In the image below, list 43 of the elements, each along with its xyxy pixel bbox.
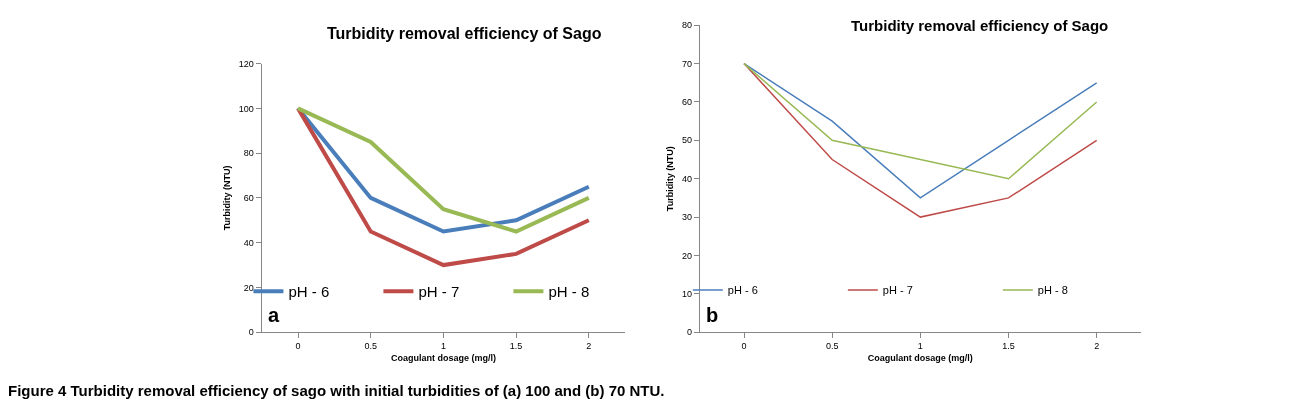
line-series [296, 106, 591, 268]
legend-label: pH - 6 [288, 283, 330, 301]
y-tick-label: 20 [243, 282, 254, 293]
y-tick-label: 80 [682, 20, 693, 31]
x-tick-label: 1 [440, 341, 446, 352]
x-axis-title: Coagulant dosage (mg/l) [867, 352, 973, 363]
y-axis-title: Turbidity (NTU) [665, 146, 676, 212]
chart-title: Turbidity removal efficiency of Sago [851, 17, 1109, 34]
y-tick-label: 60 [243, 193, 254, 204]
y-tick-label: 70 [682, 58, 693, 69]
y-tick-label: 100 [238, 103, 254, 114]
chart-title: Turbidity removal efficiency of Sago [327, 25, 602, 42]
line-series [296, 106, 591, 234]
annotation: b [706, 304, 719, 326]
caption: Figure 4 Turbidity removal efficiency of sago with initial turbidities of (a) 100 and (b) 70 NTU. [8, 382, 665, 399]
x-tick-label: 0.5 [364, 341, 377, 352]
y-tick-label: 20 [682, 250, 693, 261]
y-tick-label: 80 [243, 148, 254, 159]
annotation: a [268, 304, 280, 326]
x-tick-label: 1 [917, 341, 923, 352]
x-tick-label: 1.5 [509, 341, 523, 352]
y-tick-label: 0 [248, 327, 254, 338]
y-tick-label: 120 [238, 58, 254, 69]
legend-label: pH - 6 [727, 284, 758, 297]
legend-label: pH - 7 [882, 284, 913, 297]
x-tick-label: 2 [1094, 341, 1100, 352]
y-tick-label: 40 [243, 237, 254, 248]
y-tick-label: 60 [682, 97, 693, 108]
x-tick-label: 0.5 [825, 341, 839, 352]
y-axis-title: Turbidity (NTU) [222, 165, 233, 231]
x-axis-title: Coagulant dosage (mg/l) [390, 352, 496, 363]
y-tick-label: 40 [682, 173, 693, 184]
y-tick-label: 10 [682, 289, 693, 300]
x-tick-label: 2 [586, 341, 592, 352]
y-tick-label: 0 [687, 327, 693, 338]
y-tick-label: 30 [682, 212, 693, 223]
x-tick-label: 0 [741, 341, 747, 352]
legend-label: pH - 8 [1037, 284, 1068, 297]
y-tick-label: 50 [682, 135, 693, 146]
x-tick-label: 0 [295, 341, 301, 352]
legend-label: pH - 8 [548, 283, 590, 301]
legend-label: pH - 7 [418, 283, 460, 301]
x-tick-label: 1.5 [1002, 341, 1015, 352]
